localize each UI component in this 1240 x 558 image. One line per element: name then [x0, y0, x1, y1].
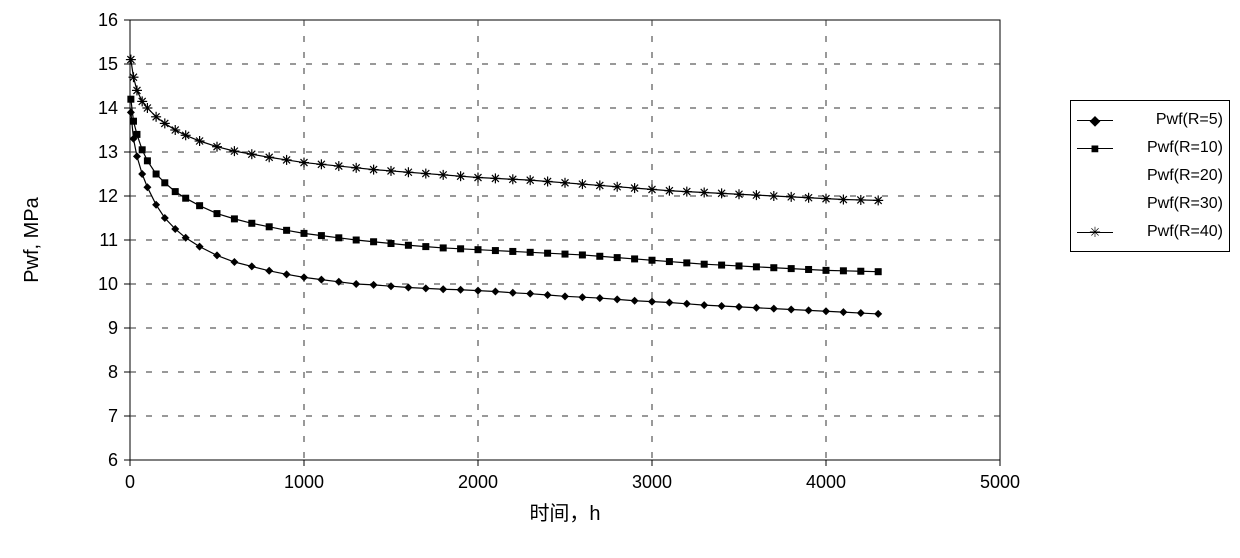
diamond-icon: ◆: [1077, 111, 1113, 129]
square-icon: ■: [1077, 139, 1113, 157]
legend-box: ◆ Pwf(R=5) ■ Pwf(R=10) Pwf(R=20) Pwf(R=3…: [1070, 100, 1230, 252]
chart-container: 6 7 8 9 10 11 12 13 14 15 16 0 1000 2000 3000 4000 5000 时…: [10, 10, 1050, 548]
svg-text:15: 15: [98, 54, 118, 74]
svg-text:7: 7: [108, 406, 118, 426]
svg-text:12: 12: [98, 186, 118, 206]
svg-text:2000: 2000: [458, 472, 498, 492]
svg-text:4000: 4000: [806, 472, 846, 492]
svg-text:5000: 5000: [980, 472, 1020, 492]
legend-label: Pwf(R=40): [1117, 223, 1223, 241]
svg-text:16: 16: [98, 10, 118, 30]
no-marker-icon: [1077, 167, 1113, 185]
legend-item: Pwf(R=30): [1077, 193, 1223, 215]
svg-text:8: 8: [108, 362, 118, 382]
legend-label: Pwf(R=20): [1117, 167, 1223, 185]
legend-item: ◆ Pwf(R=5): [1077, 109, 1223, 131]
legend-label: Pwf(R=10): [1117, 139, 1223, 157]
svg-text:3000: 3000: [632, 472, 672, 492]
svg-text:13: 13: [98, 142, 118, 162]
legend-label: Pwf(R=30): [1117, 195, 1223, 213]
svg-text:14: 14: [98, 98, 118, 118]
svg-text:0: 0: [125, 472, 135, 492]
svg-text:11: 11: [99, 230, 118, 250]
no-marker-icon: [1077, 195, 1113, 213]
svg-text:1000: 1000: [284, 472, 324, 492]
svg-text:6: 6: [108, 450, 118, 470]
svg-text:10: 10: [98, 274, 118, 294]
legend-label: Pwf(R=5): [1117, 111, 1223, 129]
asterisk-icon: ✳: [1077, 223, 1113, 241]
svg-text:9: 9: [108, 318, 118, 338]
legend-item: Pwf(R=20): [1077, 165, 1223, 187]
legend-item: ■ Pwf(R=10): [1077, 137, 1223, 159]
legend-item: ✳ Pwf(R=40): [1077, 221, 1223, 243]
chart-svg: 6 7 8 9 10 11 12 13 14 15 16 0 1000 2000 3000 4000 5000 时…: [10, 10, 1050, 548]
svg-text:时间，h: 时间，h: [529, 502, 600, 525]
svg-text:Pwf, MPa: Pwf, MPa: [21, 196, 43, 282]
